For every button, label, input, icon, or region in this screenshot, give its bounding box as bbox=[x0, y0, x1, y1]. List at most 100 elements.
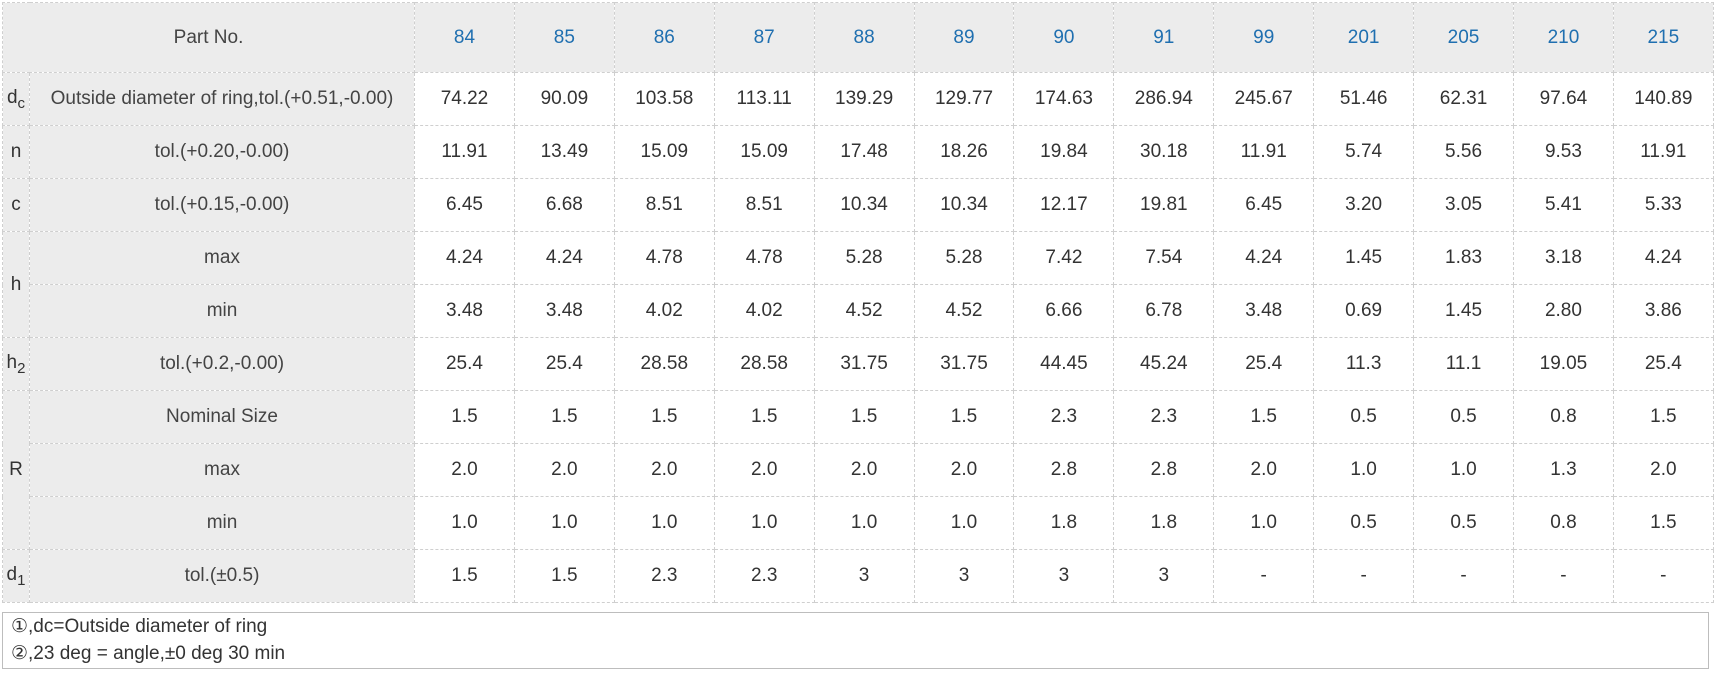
symbol-R: R bbox=[2, 390, 30, 550]
table-cell: 9.53 bbox=[1512, 125, 1614, 179]
part-no-86: 86 bbox=[613, 2, 715, 73]
table-cell: 7.42 bbox=[1013, 231, 1115, 285]
table-cell: 1.5 bbox=[913, 390, 1015, 444]
table-cell: - bbox=[1313, 549, 1415, 603]
table-cell: 3.18 bbox=[1512, 231, 1614, 285]
part-no-91: 91 bbox=[1113, 2, 1215, 73]
symbol-sub: c bbox=[17, 94, 26, 112]
table-cell: 4.24 bbox=[1213, 231, 1315, 285]
table-cell: 19.05 bbox=[1512, 337, 1614, 391]
part-no-header: Part No. bbox=[1, 2, 416, 73]
table-cell: 5.74 bbox=[1313, 125, 1415, 179]
table-cell: 1.5 bbox=[1213, 390, 1315, 444]
table-cell: 0.8 bbox=[1512, 496, 1614, 550]
table-cell: 1.8 bbox=[1013, 496, 1115, 550]
row-label: min bbox=[28, 284, 416, 338]
table-cell: 1.5 bbox=[1612, 496, 1714, 550]
table-cell: 129.77 bbox=[913, 72, 1015, 126]
table-cell: 3.20 bbox=[1313, 178, 1415, 232]
symbol-h2: h2 bbox=[2, 337, 30, 391]
table-cell: 3.48 bbox=[513, 284, 615, 338]
symbol-sub: 2 bbox=[17, 359, 26, 377]
table-cell: 3.05 bbox=[1413, 178, 1514, 232]
table-cell: 6.78 bbox=[1113, 284, 1215, 338]
table-cell: 18.26 bbox=[913, 125, 1015, 179]
table-cell: 1.0 bbox=[513, 496, 615, 550]
symbol-d1: d1 bbox=[2, 549, 30, 603]
table-cell: 4.02 bbox=[713, 284, 815, 338]
table-cell: 25.4 bbox=[513, 337, 615, 391]
table-cell: 2.0 bbox=[713, 443, 815, 497]
table-cell: 11.1 bbox=[1413, 337, 1514, 391]
table-cell: 4.52 bbox=[913, 284, 1015, 338]
table-cell: 1.0 bbox=[414, 496, 515, 550]
part-no-84: 84 bbox=[414, 2, 515, 73]
table-cell: 0.5 bbox=[1313, 496, 1415, 550]
table-cell: 8.51 bbox=[713, 178, 815, 232]
row-label: max bbox=[28, 443, 416, 497]
table-cell: 0.8 bbox=[1512, 390, 1614, 444]
table-cell: 1.45 bbox=[1413, 284, 1514, 338]
table-cell: 7.54 bbox=[1113, 231, 1215, 285]
table-cell: 5.28 bbox=[913, 231, 1015, 285]
row-label: Outside diameter of ring,tol.(+0.51,-0.0… bbox=[28, 72, 416, 126]
table-cell: 74.22 bbox=[414, 72, 515, 126]
table-cell: 10.34 bbox=[913, 178, 1015, 232]
table-row: max 2.0 2.0 2.0 2.0 2.0 2.0 2.8 2.8 2.0 1.0 1.0 1.3… bbox=[3, 443, 1714, 497]
table-cell: 2.8 bbox=[1013, 443, 1115, 497]
table-cell: 3 bbox=[813, 549, 915, 603]
table-cell: 1.5 bbox=[513, 549, 615, 603]
table-cell: 1.5 bbox=[414, 549, 515, 603]
table-cell: 3.48 bbox=[1213, 284, 1315, 338]
table-cell: 0.5 bbox=[1413, 390, 1514, 444]
table-cell: 3.86 bbox=[1612, 284, 1714, 338]
table-cell: 2.0 bbox=[414, 443, 515, 497]
table-cell: 2.3 bbox=[613, 549, 715, 603]
table-row: d1 tol.(±0.5) 1.5 1.5 2.3 2.3 3 3 3 3- - - - - bbox=[2, 549, 1714, 603]
table-cell: 1.5 bbox=[1612, 390, 1714, 444]
table-cell: 1.0 bbox=[1213, 496, 1315, 550]
part-no-215: 215 bbox=[1612, 2, 1714, 73]
table-cell: 103.58 bbox=[613, 72, 715, 126]
table-cell: 15.09 bbox=[713, 125, 815, 179]
table-cell: 0.69 bbox=[1313, 284, 1415, 338]
table-row: h2 tol.(+0.2,-0.00) 25.4 25.4 28.58 28.58 31… bbox=[2, 337, 1714, 391]
table-cell: - bbox=[1413, 549, 1514, 603]
table-cell: 90.09 bbox=[513, 72, 615, 126]
table-cell: 25.4 bbox=[1612, 337, 1714, 391]
symbol-dc: dc bbox=[2, 72, 30, 126]
table-cell: 19.81 bbox=[1113, 178, 1215, 232]
table-cell: 97.64 bbox=[1512, 72, 1614, 126]
header-row: Part No. 84 85 86 87 88 89 90 91 99 201 … bbox=[1, 2, 1714, 73]
table-cell: 1.0 bbox=[613, 496, 715, 550]
table-cell: 2.80 bbox=[1512, 284, 1614, 338]
part-spec-table: Part No. 84 85 86 87 88 89 90 91 99 201 … bbox=[1, 2, 1714, 603]
table-cell: 1.0 bbox=[1313, 443, 1415, 497]
table-cell: 4.24 bbox=[1612, 231, 1714, 285]
table-cell: 30.18 bbox=[1113, 125, 1215, 179]
table-cell: 1.0 bbox=[1413, 443, 1514, 497]
table-cell: 12.17 bbox=[1013, 178, 1115, 232]
table-cell: 4.52 bbox=[813, 284, 915, 338]
table-cell: 1.0 bbox=[913, 496, 1015, 550]
row-label: tol.(+0.20,-0.00) bbox=[28, 125, 416, 179]
table-cell: 5.56 bbox=[1413, 125, 1514, 179]
symbol-main: d bbox=[6, 563, 18, 585]
part-no-99: 99 bbox=[1213, 2, 1315, 73]
table-cell: 6.45 bbox=[414, 178, 515, 232]
part-no-89: 89 bbox=[913, 2, 1015, 73]
part-no-88: 88 bbox=[813, 2, 915, 73]
table-cell: 174.63 bbox=[1013, 72, 1115, 126]
table-cell: 2.0 bbox=[813, 443, 915, 497]
table-cell: 44.45 bbox=[1013, 337, 1115, 391]
table-row: R Nominal Size 1.5 1.5 1.5 1.5 1.5 1.5 2.3 2.3 1… bbox=[2, 390, 1714, 550]
table-cell: 1.5 bbox=[713, 390, 815, 444]
table-cell: 113.11 bbox=[713, 72, 815, 126]
table-cell: 5.41 bbox=[1512, 178, 1614, 232]
row-label: tol.(+0.2,-0.00) bbox=[28, 337, 416, 391]
table-cell: 1.5 bbox=[414, 390, 515, 444]
table-cell: 139.29 bbox=[813, 72, 915, 126]
row-label: min bbox=[28, 496, 416, 550]
table-cell: 3 bbox=[913, 549, 1015, 603]
